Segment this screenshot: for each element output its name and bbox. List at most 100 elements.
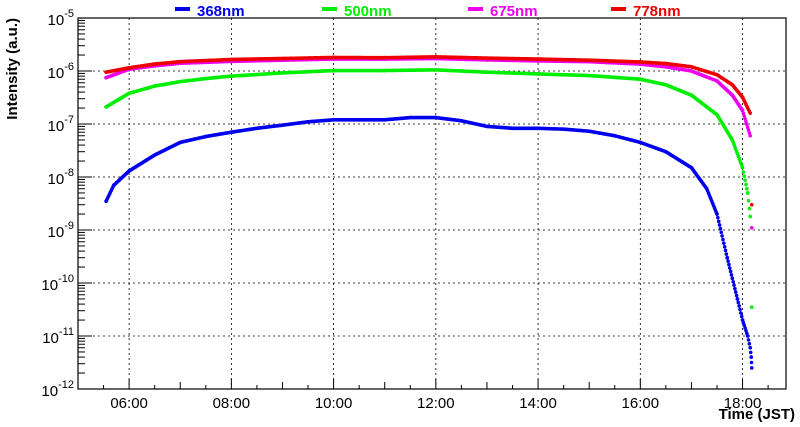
y-tick-base: 10 bbox=[48, 118, 65, 135]
data-point bbox=[748, 345, 753, 350]
x-axis-title: Time (JST) bbox=[719, 406, 795, 423]
data-point bbox=[127, 91, 131, 96]
data-point bbox=[704, 186, 709, 191]
data-point bbox=[638, 77, 643, 82]
data-point bbox=[331, 68, 336, 73]
data-point bbox=[689, 69, 694, 73]
x-tick-label: 10:00 bbox=[315, 395, 353, 412]
legend: 368nm 500nm 675nm 778nm bbox=[175, 3, 681, 20]
data-point bbox=[749, 305, 754, 309]
data-point bbox=[638, 140, 643, 145]
data-point bbox=[280, 56, 285, 61]
data-point bbox=[715, 112, 719, 117]
data-point bbox=[331, 118, 336, 122]
legend-swatch bbox=[611, 7, 626, 11]
data-point bbox=[229, 74, 234, 78]
data-point bbox=[561, 127, 566, 131]
y-tick-power: -12 bbox=[58, 379, 74, 391]
data-point bbox=[740, 95, 745, 100]
legend-item-778nm: 778nm bbox=[611, 3, 681, 20]
data-point bbox=[382, 55, 387, 60]
data-point bbox=[612, 133, 617, 138]
data-point bbox=[127, 169, 131, 173]
x-tick-label: 14:00 bbox=[519, 395, 557, 412]
legend-item-368nm: 368nm bbox=[175, 3, 245, 20]
y-tick-label: 10-6 bbox=[48, 61, 74, 82]
series-layer bbox=[104, 55, 754, 370]
data-point bbox=[715, 79, 719, 83]
x-axis-labels: 06:00 08:00 10:00 12:00 14:00 16:00 18:00 bbox=[110, 395, 761, 412]
data-point bbox=[127, 65, 131, 70]
data-point bbox=[730, 93, 735, 97]
data-point bbox=[382, 118, 387, 122]
data-point bbox=[745, 334, 750, 338]
y-tick-power: -6 bbox=[64, 61, 74, 73]
data-point bbox=[749, 226, 754, 230]
legend-item-500nm: 500nm bbox=[322, 3, 392, 20]
data-point bbox=[748, 133, 753, 138]
data-point bbox=[740, 165, 745, 170]
data-point bbox=[536, 57, 540, 61]
data-point bbox=[178, 140, 183, 145]
y-tick-label: 10-5 bbox=[48, 8, 74, 29]
data-point bbox=[689, 165, 694, 170]
legend-swatch bbox=[175, 7, 190, 11]
data-point bbox=[587, 129, 591, 134]
data-point bbox=[748, 214, 753, 219]
data-point bbox=[306, 120, 310, 124]
data-point bbox=[664, 65, 668, 69]
data-point bbox=[229, 130, 234, 135]
data-point bbox=[434, 68, 438, 72]
data-point bbox=[204, 76, 208, 81]
data-point bbox=[587, 73, 591, 78]
grid bbox=[78, 18, 786, 389]
y-tick-label: 10-11 bbox=[42, 326, 74, 347]
data-point bbox=[745, 191, 750, 195]
data-point bbox=[689, 65, 694, 69]
legend-item-675nm: 675nm bbox=[468, 3, 538, 20]
data-point bbox=[178, 59, 183, 64]
data-point bbox=[740, 318, 745, 322]
y-axis-title: Intensity (a.u.) bbox=[4, 18, 21, 120]
data-point bbox=[104, 105, 108, 109]
data-point bbox=[510, 126, 515, 131]
data-point bbox=[689, 93, 694, 97]
series-curve bbox=[104, 115, 754, 365]
legend-label: 675nm bbox=[490, 3, 538, 20]
data-point bbox=[111, 183, 116, 188]
x-tick-label: 06:00 bbox=[110, 395, 148, 412]
data-point bbox=[725, 255, 730, 260]
data-point bbox=[715, 72, 719, 77]
data-point bbox=[730, 82, 735, 87]
series-curve bbox=[104, 68, 752, 211]
y-tick-power: -11 bbox=[59, 326, 74, 338]
legend-swatch bbox=[468, 7, 483, 11]
y-tick-power: -7 bbox=[64, 114, 74, 126]
y-tick-label: 10-12 bbox=[41, 379, 74, 400]
data-point bbox=[331, 55, 336, 60]
y-tick-label: 10-8 bbox=[48, 167, 74, 188]
y-tick-power: -9 bbox=[64, 220, 74, 232]
data-point bbox=[104, 199, 108, 203]
data-point bbox=[485, 56, 489, 60]
y-tick-base: 10 bbox=[48, 65, 65, 82]
data-point bbox=[749, 355, 754, 359]
y-tick-label: 10-9 bbox=[48, 220, 74, 241]
data-point bbox=[152, 62, 157, 66]
axis-ticks bbox=[77, 17, 769, 390]
x-tick-label: 08:00 bbox=[213, 395, 251, 412]
data-point bbox=[434, 115, 438, 120]
data-point bbox=[715, 212, 719, 216]
data-point bbox=[664, 149, 668, 154]
data-point bbox=[536, 72, 540, 76]
data-point bbox=[204, 134, 208, 139]
data-point bbox=[357, 118, 361, 122]
y-tick-base: 10 bbox=[48, 224, 65, 241]
data-point bbox=[152, 153, 157, 157]
x-tick-label: 18:00 bbox=[724, 395, 762, 412]
y-tick-base: 10 bbox=[48, 171, 65, 188]
data-point bbox=[280, 123, 285, 127]
data-point bbox=[280, 71, 285, 75]
